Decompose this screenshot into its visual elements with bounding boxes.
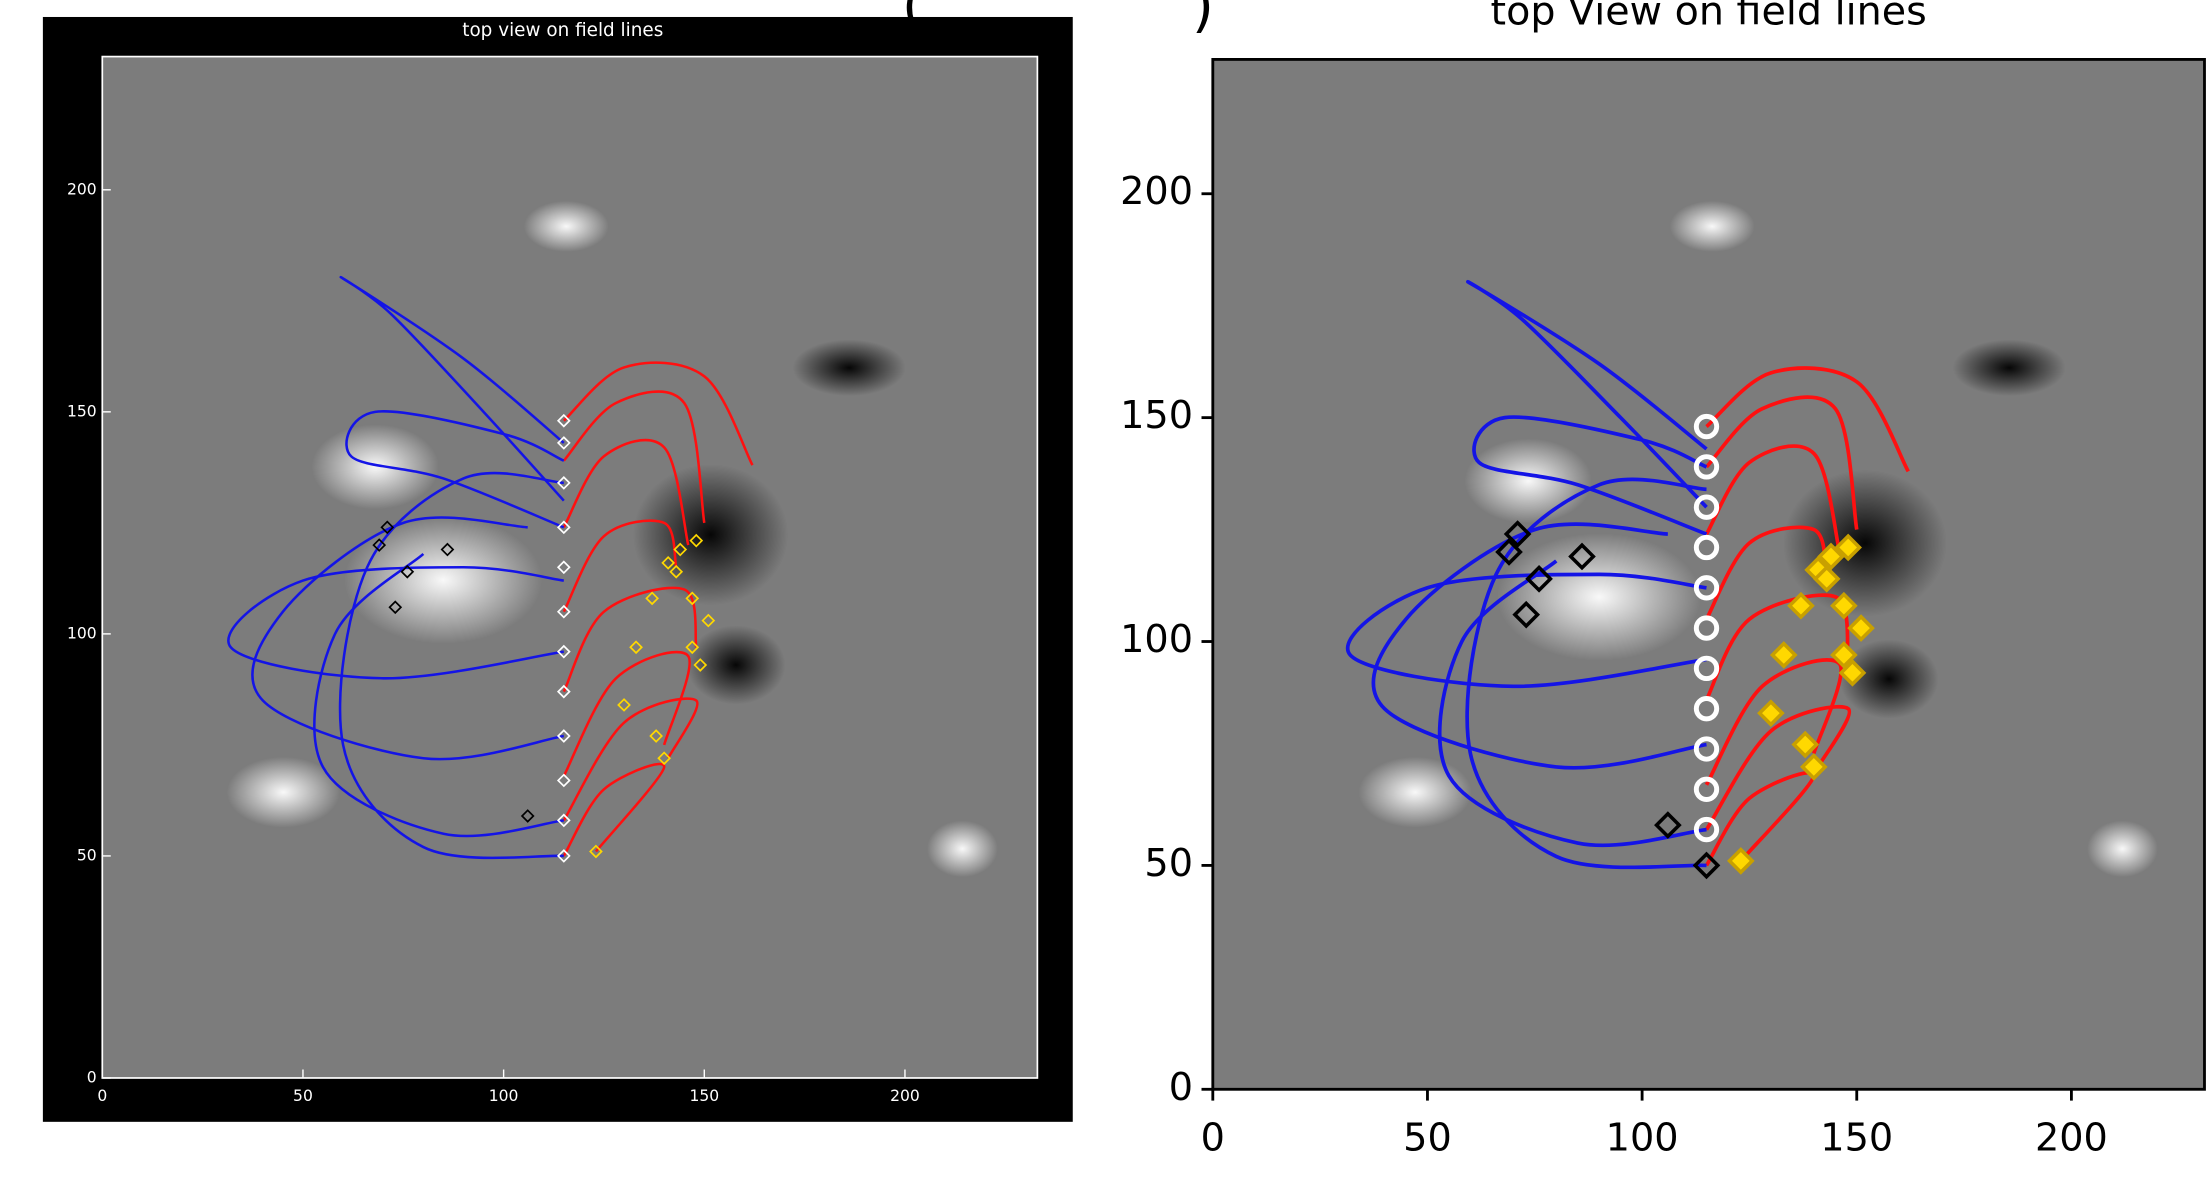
- figure: ( ) top view on field lines 0 50 100 150 200 0…: [0, 0, 2212, 1177]
- y-tick-label: 0: [87, 1068, 97, 1086]
- cropped-label: (: [902, 0, 924, 39]
- x-tick-label: 200: [2035, 1117, 2108, 1161]
- chart-title: top view on field lines: [462, 20, 663, 41]
- right-magnetogram: [1213, 59, 2205, 1089]
- x-tick-label: 0: [97, 1087, 107, 1105]
- y-tick-label: 100: [1120, 618, 1193, 662]
- chart-title: top View on field lines: [1491, 0, 1927, 35]
- x-tick-label: 150: [1820, 1117, 1893, 1161]
- y-tick-label: 0: [1169, 1066, 1193, 1110]
- y-tick-label: 150: [67, 402, 97, 420]
- y-tick-label: 200: [67, 180, 97, 198]
- y-tick-label: 150: [1120, 394, 1193, 438]
- x-tick-label: 50: [1403, 1117, 1452, 1161]
- y-tick-label: 200: [1120, 170, 1193, 214]
- x-tick-label: 0: [1201, 1117, 1225, 1161]
- x-tick-label: 50: [293, 1087, 313, 1105]
- x-tick-label: 150: [689, 1087, 719, 1105]
- x-tick-label: 100: [489, 1087, 519, 1105]
- x-tick-label: 100: [1606, 1117, 1679, 1161]
- x-tick-label: 200: [890, 1087, 920, 1105]
- y-tick-label: 50: [77, 846, 97, 864]
- y-tick-label: 50: [1144, 842, 1193, 886]
- y-tick-label: 100: [67, 624, 97, 642]
- cropped-label: ): [1192, 0, 1214, 39]
